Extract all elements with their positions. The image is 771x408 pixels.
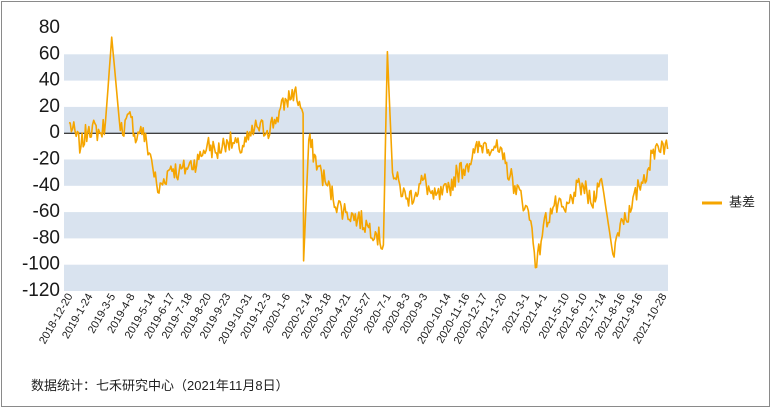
grid-band bbox=[64, 54, 668, 81]
y-tick-label: -80 bbox=[33, 227, 60, 248]
y-tick-label: -40 bbox=[33, 175, 60, 196]
y-tick-label: -120 bbox=[22, 280, 60, 301]
legend: 基差 bbox=[702, 194, 755, 209]
y-tick-label: -60 bbox=[33, 201, 60, 222]
grid-band bbox=[64, 264, 668, 291]
y-tick-label: 60 bbox=[39, 43, 60, 64]
legend-label: 基差 bbox=[729, 194, 755, 209]
y-tick-label: 80 bbox=[39, 17, 60, 38]
series-line-basis bbox=[68, 36, 669, 269]
x-axis-ticks: 2018-12-202019-1-242019-3-52019-4-82019-… bbox=[37, 291, 670, 346]
y-tick-label: 20 bbox=[39, 96, 60, 117]
y-axis-ticks: 80 60 40 20 0 -20 -40 -60 -80 -100 -120 bbox=[22, 17, 60, 301]
source-note: 数据统计：七禾研究中心（2021年11月8日） bbox=[31, 378, 289, 393]
grid-band bbox=[64, 106, 668, 134]
y-tick-label: -100 bbox=[22, 254, 60, 275]
y-tick-label: 0 bbox=[49, 122, 60, 143]
y-tick-label: -20 bbox=[33, 149, 60, 170]
y-tick-label: 40 bbox=[39, 70, 60, 91]
